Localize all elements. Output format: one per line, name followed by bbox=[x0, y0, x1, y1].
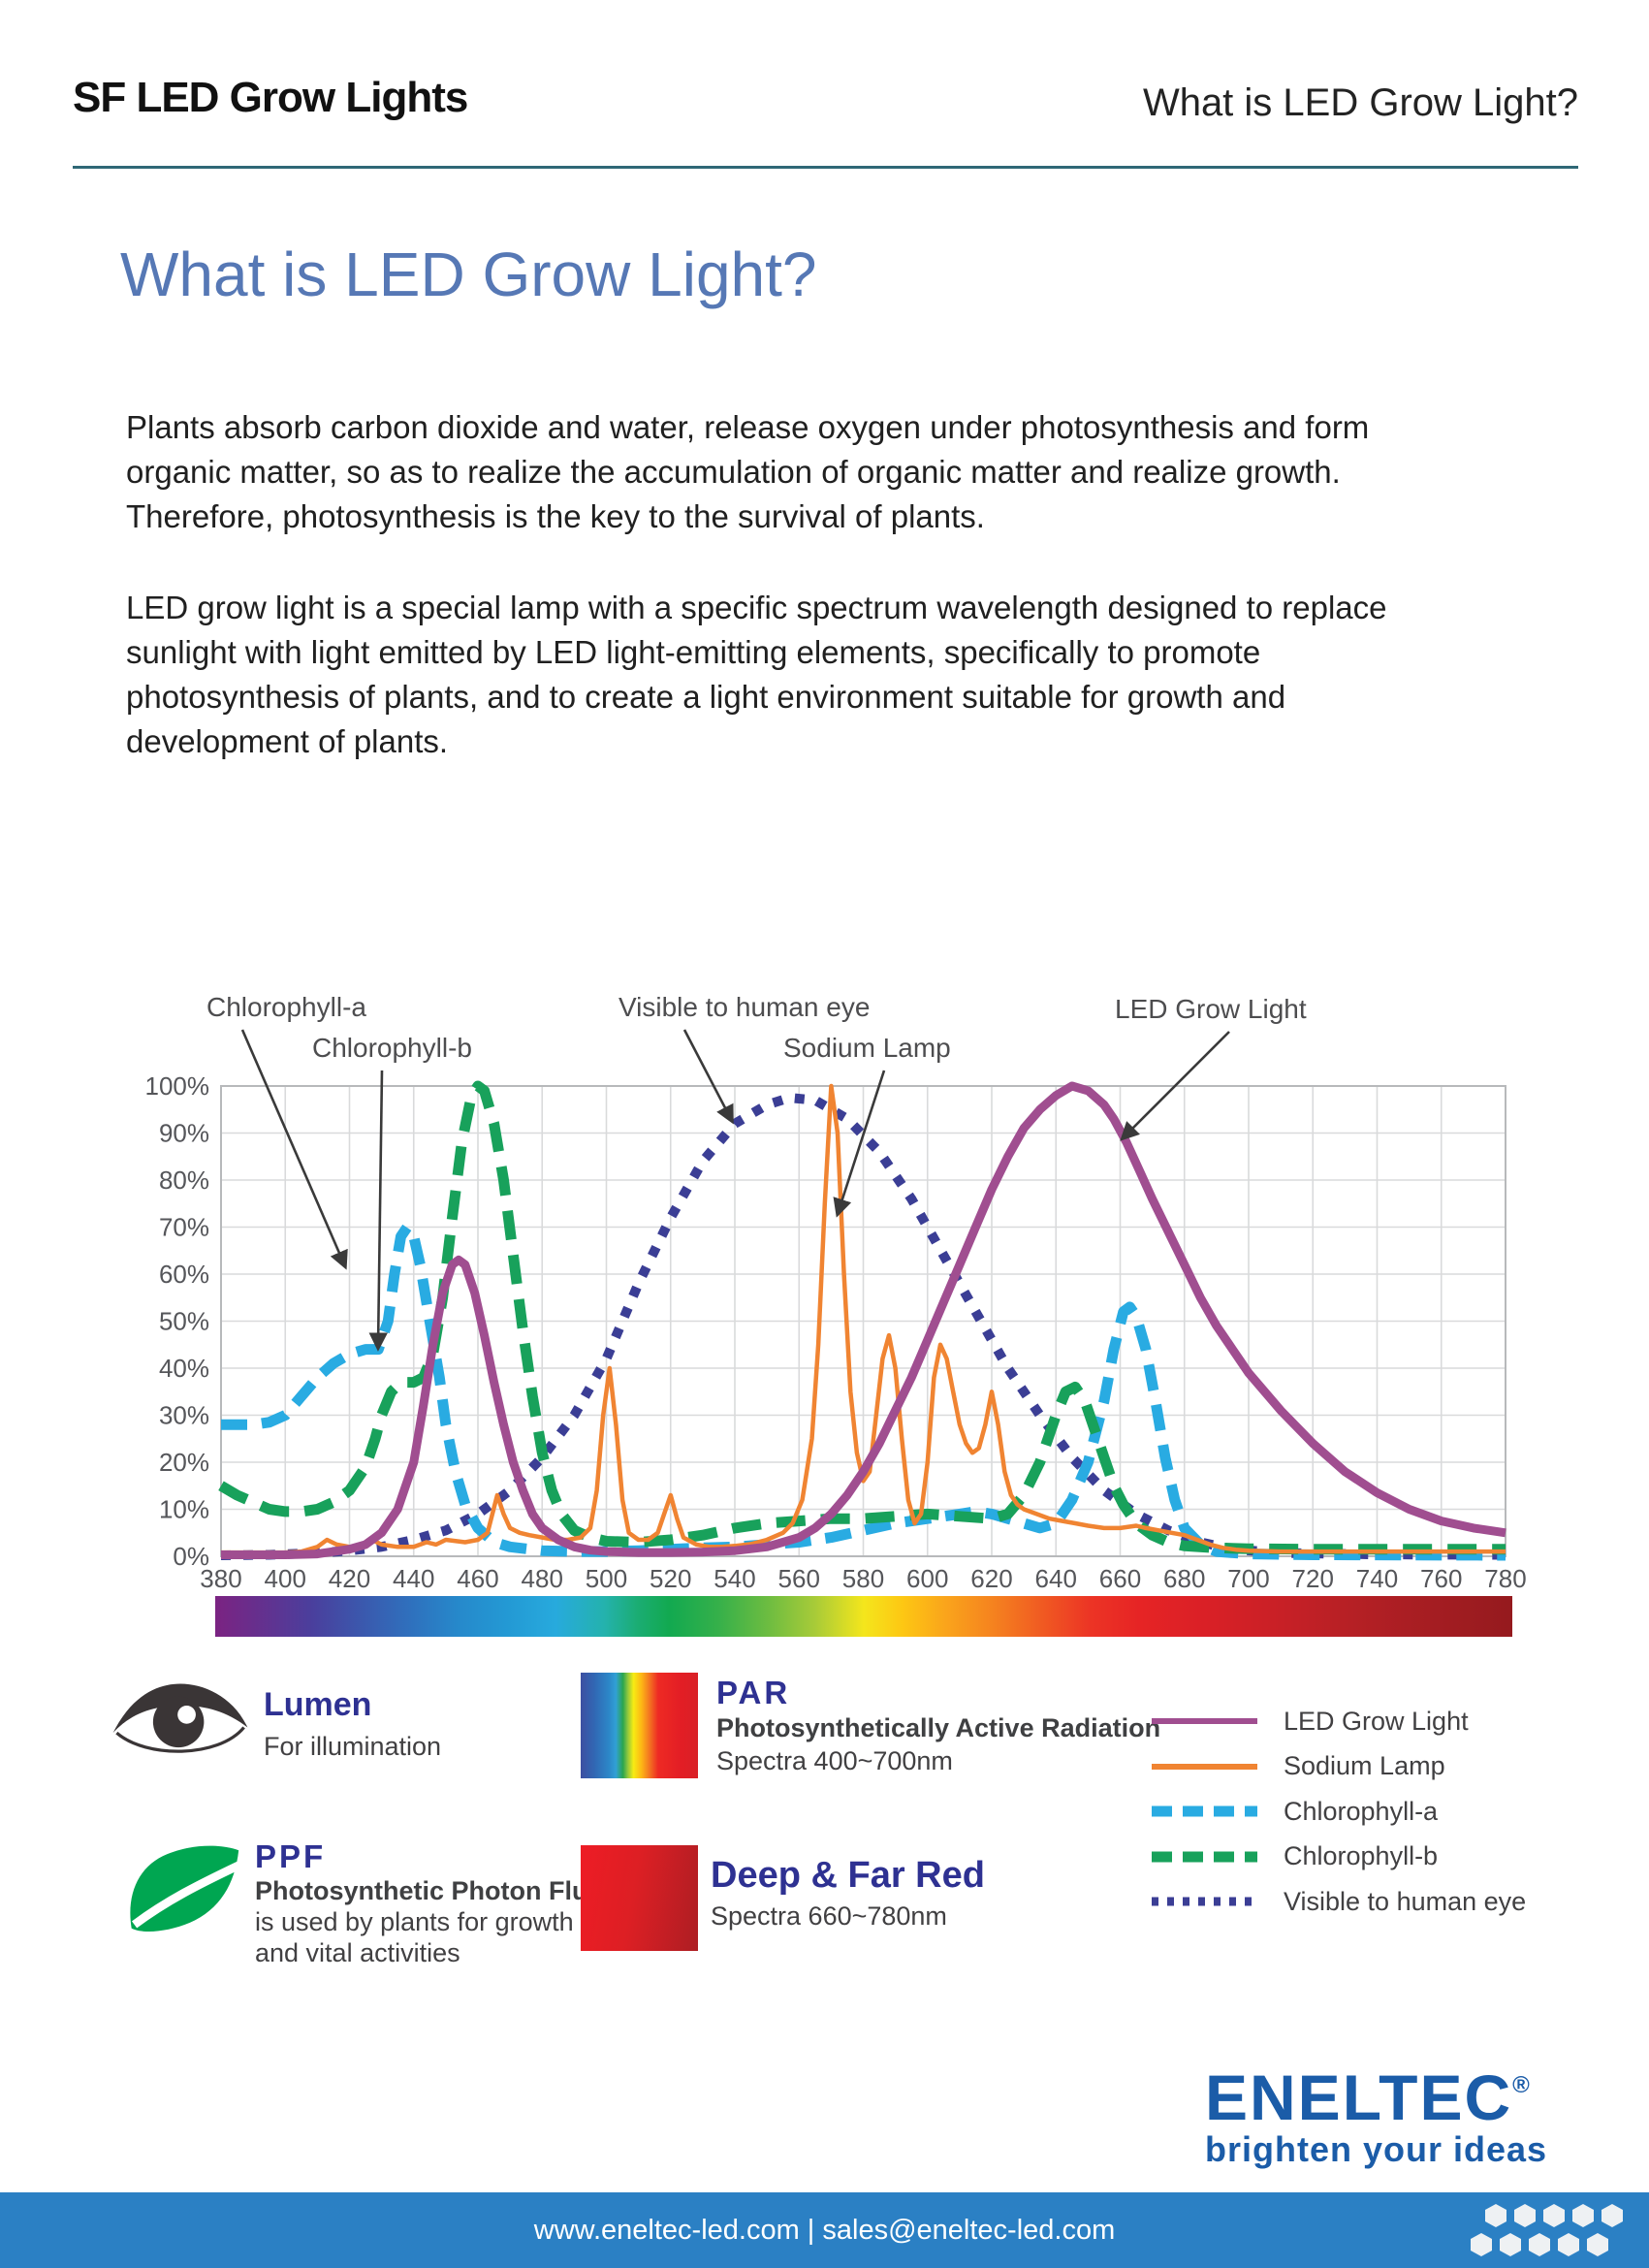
honeycomb-pattern bbox=[1471, 2204, 1623, 2256]
svg-text:560: 560 bbox=[778, 1564, 820, 1593]
svg-text:460: 460 bbox=[457, 1564, 498, 1593]
intro-paragraph: LED grow light is a special lamp with a … bbox=[126, 590, 1387, 759]
svg-text:90%: 90% bbox=[159, 1119, 209, 1148]
svg-text:80%: 80% bbox=[159, 1166, 209, 1195]
par-spectrum-swatch bbox=[581, 1673, 698, 1778]
par-description: Spectra 400~700nm bbox=[716, 1746, 953, 1775]
svg-text:100%: 100% bbox=[145, 1071, 210, 1101]
deep-far-red-title: Deep & Far Red bbox=[711, 1855, 985, 1896]
series-sodium-lamp bbox=[221, 1083, 1506, 1555]
legend-row: Chlorophyll-b bbox=[1149, 1835, 1604, 1880]
annotation-arrow bbox=[1120, 1031, 1230, 1141]
legend-swatch-solid bbox=[1152, 1718, 1257, 1725]
legend-row: LED Grow Light bbox=[1149, 1699, 1604, 1744]
brand-name: ENELTEC® bbox=[1205, 2061, 1530, 2133]
legend-label: Chlorophyll-b bbox=[1284, 1841, 1439, 1871]
legend-row: Visible to human eye bbox=[1149, 1879, 1604, 1925]
svg-text:500: 500 bbox=[586, 1564, 627, 1593]
spectrum-chart: 0% 10% 20% 30% 40% 50% 60% 70% 80% 90% 100% 380 400 4… bbox=[145, 992, 1527, 1637]
svg-text:60%: 60% bbox=[159, 1260, 209, 1289]
header-page-label: What is LED Grow Light? bbox=[1142, 81, 1578, 124]
annotation-arrow bbox=[240, 1029, 348, 1270]
wavelength-spectrum-bar bbox=[215, 1596, 1512, 1637]
svg-text:760: 760 bbox=[1420, 1564, 1462, 1593]
chart-axis-labels: 0% 10% 20% 30% 40% 50% 60% 70% 80% 90% 100% 380 400 4… bbox=[145, 1071, 1527, 1593]
intro-paragraph: Plants absorb carbon dioxide and water, … bbox=[126, 409, 1370, 534]
svg-text:660: 660 bbox=[1099, 1564, 1141, 1593]
leaf-icon bbox=[130, 1845, 241, 1932]
brand-tagline: brighten your ideas bbox=[1205, 2129, 1548, 2169]
annotation-label: LED Grow Light bbox=[1115, 994, 1307, 1024]
chart-gridlines bbox=[220, 1085, 1506, 1557]
annotation-label: Chlorophyll-a bbox=[206, 992, 366, 1022]
ppf-description: is used by plants for growth and vital a… bbox=[255, 1907, 574, 1967]
svg-text:680: 680 bbox=[1163, 1564, 1205, 1593]
registered-trademark-icon: ® bbox=[1512, 2072, 1530, 2098]
svg-text:520: 520 bbox=[650, 1564, 691, 1593]
svg-text:10%: 10% bbox=[159, 1495, 209, 1524]
svg-text:380: 380 bbox=[200, 1564, 241, 1593]
legend-label: LED Grow Light bbox=[1284, 1706, 1469, 1736]
legend-swatch-dashed bbox=[1152, 1805, 1257, 1817]
svg-text:20%: 20% bbox=[159, 1448, 209, 1477]
lumen-description: For illumination bbox=[264, 1732, 442, 1761]
document-title: SF LED Grow Lights bbox=[73, 74, 468, 121]
svg-text:420: 420 bbox=[329, 1564, 370, 1593]
svg-text:30%: 30% bbox=[159, 1401, 209, 1430]
svg-text:440: 440 bbox=[393, 1564, 434, 1593]
ppf-subtitle: Photosynthetic Photon Flux bbox=[255, 1876, 603, 1905]
svg-text:780: 780 bbox=[1484, 1564, 1526, 1593]
svg-text:540: 540 bbox=[714, 1564, 755, 1593]
legend-label: Chlorophyll-a bbox=[1284, 1796, 1439, 1826]
annotation-label: Sodium Lamp bbox=[783, 1033, 951, 1063]
svg-text:400: 400 bbox=[265, 1564, 306, 1593]
footer-links[interactable]: www.eneltec-led.com | sales@eneltec-led.… bbox=[533, 2215, 1116, 2246]
legend-swatch-dotted bbox=[1152, 1897, 1257, 1906]
svg-text:70%: 70% bbox=[159, 1213, 209, 1242]
svg-text:620: 620 bbox=[970, 1564, 1012, 1593]
svg-text:720: 720 bbox=[1292, 1564, 1334, 1593]
brand-logo: ENELTEC® brighten your ideas bbox=[1205, 2056, 1612, 2170]
legend-label: Visible to human eye bbox=[1284, 1886, 1527, 1916]
chart-legend: LED Grow Light Sodium Lamp Chlorophyll-a Ch… bbox=[1149, 1699, 1604, 1925]
svg-text:40%: 40% bbox=[159, 1354, 209, 1383]
par-subtitle: Photosynthetically Active Radiation bbox=[716, 1713, 1161, 1742]
svg-text:480: 480 bbox=[522, 1564, 563, 1593]
chart-series bbox=[218, 1080, 1506, 1561]
page-title: What is LED Grow Light? bbox=[120, 240, 817, 309]
svg-text:600: 600 bbox=[906, 1564, 948, 1593]
header-divider bbox=[73, 166, 1578, 169]
svg-text:700: 700 bbox=[1227, 1564, 1269, 1593]
series-chlorophyll-a bbox=[221, 1222, 1506, 1561]
svg-text:50%: 50% bbox=[159, 1307, 209, 1336]
legend-row: Sodium Lamp bbox=[1149, 1744, 1604, 1790]
svg-text:640: 640 bbox=[1035, 1564, 1077, 1593]
lumen-title: Lumen bbox=[264, 1686, 372, 1723]
deep-far-red-description: Spectra 660~780nm bbox=[711, 1901, 947, 1931]
annotation-label: Visible to human eye bbox=[618, 992, 870, 1022]
chart-annotations: Chlorophyll-a Chlorophyll-b Visible to hum… bbox=[206, 992, 1307, 1352]
svg-text:0%: 0% bbox=[173, 1542, 209, 1571]
series-led-grow-light bbox=[221, 1081, 1506, 1559]
svg-text:740: 740 bbox=[1356, 1564, 1398, 1593]
legend-row: Chlorophyll-a bbox=[1149, 1789, 1604, 1835]
eye-icon bbox=[112, 1683, 248, 1753]
svg-text:580: 580 bbox=[842, 1564, 884, 1593]
annotation-arrow bbox=[833, 1070, 886, 1218]
legend-label: Sodium Lamp bbox=[1284, 1751, 1445, 1781]
legend-swatch-solid bbox=[1152, 1763, 1257, 1770]
series-chlorophyll-b bbox=[218, 1080, 1506, 1555]
annotation-label: Chlorophyll-b bbox=[312, 1033, 472, 1063]
deep-far-red-swatch bbox=[581, 1845, 698, 1951]
par-title: PAR bbox=[716, 1675, 791, 1710]
footer-bar: www.eneltec-led.com | sales@eneltec-led.… bbox=[0, 2192, 1649, 2268]
annotation-arrow bbox=[368, 1070, 388, 1352]
legend-swatch-dashed bbox=[1152, 1851, 1257, 1863]
series-visible-to-human-eye bbox=[220, 1093, 1506, 1560]
annotation-arrow bbox=[682, 1029, 734, 1125]
ppf-title: PPF bbox=[255, 1838, 327, 1874]
